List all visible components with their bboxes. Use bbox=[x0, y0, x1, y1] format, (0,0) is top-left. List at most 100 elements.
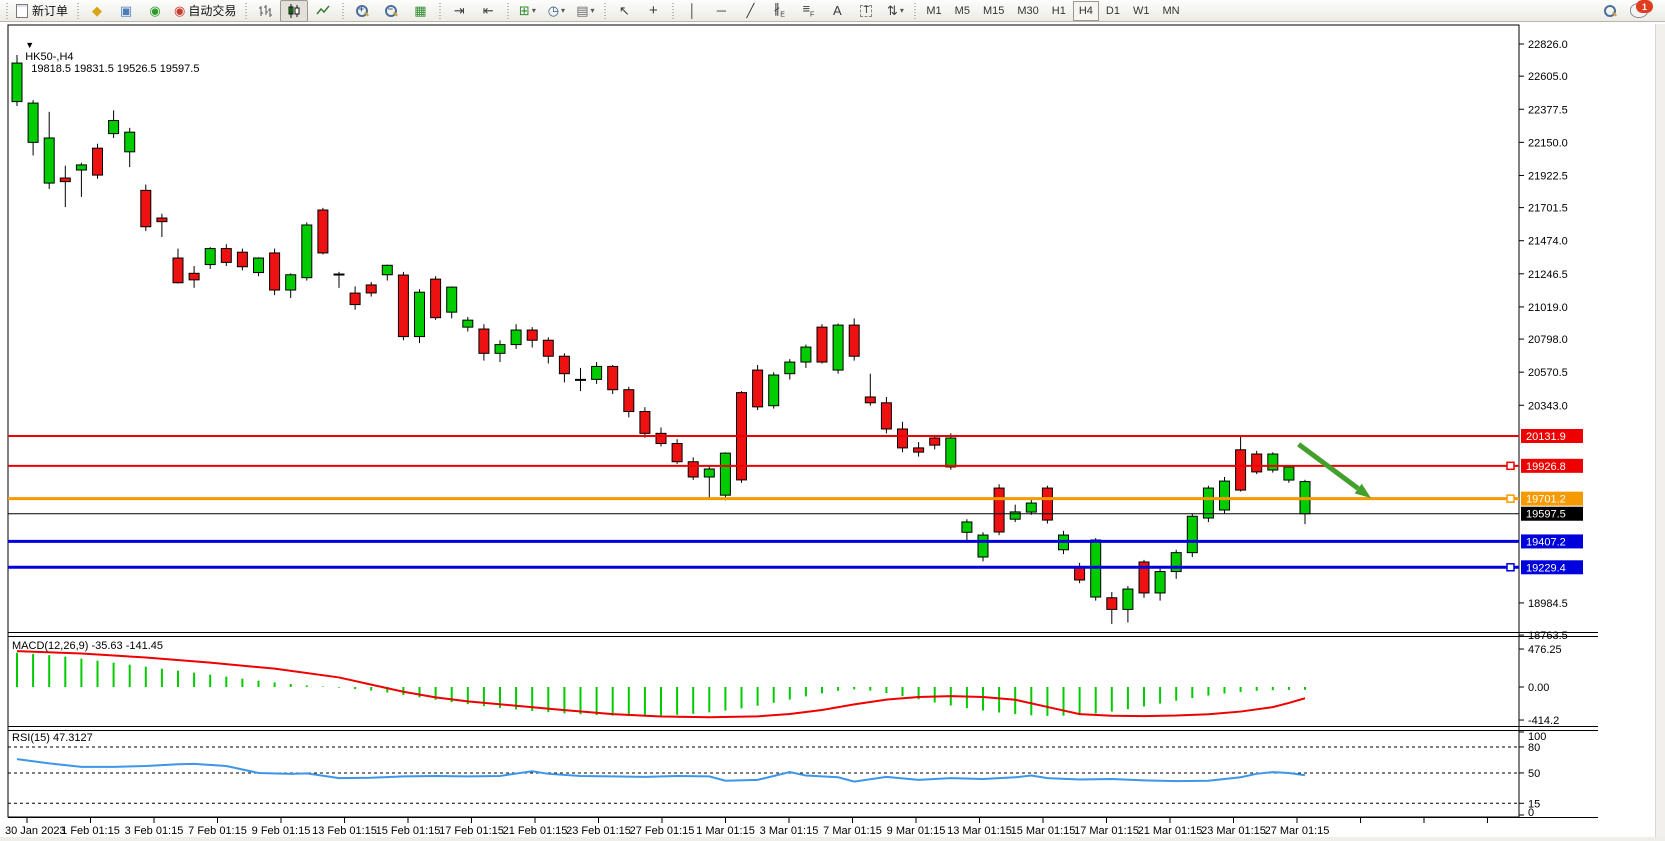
rsi-scale-label: 0 bbox=[1528, 807, 1534, 819]
candle-body bbox=[623, 389, 635, 413]
candle-body bbox=[414, 291, 425, 338]
time-tick-label: 30 Jan 2023 bbox=[5, 825, 66, 837]
toolbar-grip[interactable] bbox=[602, 2, 608, 19]
tile-windows-icon: ▦ bbox=[414, 3, 427, 18]
periods-button[interactable]: ◷ ▾ bbox=[542, 0, 570, 22]
candle-body bbox=[929, 437, 941, 446]
new-order-button[interactable]: 新订单 bbox=[12, 0, 72, 22]
cursor-button[interactable]: ↖ bbox=[610, 0, 638, 22]
chart-shift-button[interactable]: ⇥ bbox=[445, 0, 473, 22]
templates-button[interactable]: ▤ ▾ bbox=[571, 0, 599, 22]
collapse-arrow-icon[interactable]: ▼ bbox=[25, 40, 35, 50]
candle-body bbox=[1122, 588, 1134, 610]
auto-scroll-icon: ⇤ bbox=[482, 3, 494, 18]
toolbar: 新订单 ◆ ▣ ◉ ◉ 自动交易 + − ▦ ⇥ ⇤ ⊞ ▾ ◷ ▾ bbox=[0, 0, 1665, 22]
candlestick-chart-button[interactable] bbox=[280, 0, 309, 22]
window-scrollbar[interactable] bbox=[1655, 24, 1665, 841]
trendline-button[interactable]: ╱ bbox=[736, 0, 764, 22]
price-tick-label: 21246.5 bbox=[1528, 269, 1568, 281]
indicators-button[interactable]: ⊞ ▾ bbox=[513, 0, 541, 22]
bar-chart-icon bbox=[259, 4, 273, 17]
line-handle[interactable] bbox=[1506, 494, 1515, 503]
sonar-button[interactable]: ◉ bbox=[141, 0, 169, 22]
toolbar-grip[interactable] bbox=[4, 2, 9, 19]
macd-scale-label: 476.25 bbox=[1528, 644, 1562, 656]
timeframe-m5[interactable]: M5 bbox=[954, 4, 970, 17]
text-label-button[interactable]: T bbox=[852, 0, 880, 22]
toolbar-grip[interactable] bbox=[340, 2, 346, 19]
timeframe-mn[interactable]: MN bbox=[1162, 4, 1180, 17]
auto-scroll-button[interactable]: ⇤ bbox=[474, 0, 502, 22]
candle-body bbox=[1138, 561, 1150, 594]
toolbar-grip[interactable] bbox=[75, 2, 81, 19]
fibonacci-button[interactable]: ≡F bbox=[794, 0, 822, 22]
vertical-line-button[interactable]: │ bbox=[678, 0, 706, 22]
candle-body bbox=[784, 361, 796, 375]
candle-body bbox=[43, 137, 55, 184]
horizontal-line-button[interactable]: ─ bbox=[707, 0, 735, 22]
equidistant-channel-icon: ∦E bbox=[773, 1, 785, 19]
sonar-icon: ◉ bbox=[149, 3, 161, 18]
rsi-label: RSI(15) 47.3127 bbox=[12, 732, 93, 744]
zoom-out-button[interactable]: − bbox=[377, 0, 405, 22]
candle-body bbox=[204, 248, 216, 266]
equidistant-channel-button[interactable]: ∦E bbox=[765, 0, 793, 22]
price-tag bbox=[1521, 534, 1583, 549]
periods-icon: ◷ bbox=[547, 3, 560, 18]
candle-body bbox=[494, 344, 506, 354]
timeframe-h4[interactable]: H4 bbox=[1072, 0, 1099, 21]
search-button[interactable] bbox=[1596, 0, 1624, 22]
annotation-arrow-head[interactable] bbox=[1354, 483, 1372, 499]
candle-body bbox=[880, 402, 892, 430]
timeframe-m1[interactable]: M1 bbox=[926, 4, 942, 17]
candle-body bbox=[253, 257, 264, 274]
zoom-in-button[interactable]: + bbox=[348, 0, 376, 22]
candle-body bbox=[655, 432, 667, 445]
candle-body bbox=[75, 164, 87, 171]
price-tick-label: 21019.0 bbox=[1528, 302, 1568, 314]
auto-trading-label: 自动交易 bbox=[188, 4, 237, 18]
candle-body bbox=[108, 120, 120, 135]
crosshair-button[interactable]: + bbox=[639, 0, 667, 22]
bar-chart-button[interactable] bbox=[251, 0, 279, 22]
line-chart-button[interactable] bbox=[309, 0, 337, 22]
line-handle[interactable] bbox=[1506, 563, 1515, 572]
arrows-button[interactable]: ⇅ ▾ bbox=[881, 0, 909, 22]
toolbar-grip[interactable] bbox=[912, 2, 918, 19]
time-tick-label: 13 Feb 01:15 bbox=[312, 825, 377, 837]
candle-body bbox=[848, 324, 860, 357]
time-tick-label: 9 Mar 01:15 bbox=[887, 825, 946, 837]
chart-ohlc: 19818.5 19831.5 19526.5 19597.5 bbox=[31, 63, 200, 75]
tile-windows-button[interactable]: ▦ bbox=[406, 0, 434, 22]
line-handle[interactable] bbox=[1506, 461, 1515, 471]
notifications-button[interactable]: 1 bbox=[1625, 0, 1653, 22]
toolbar-grip[interactable] bbox=[437, 2, 443, 19]
timeframe-m30[interactable]: M30 bbox=[1017, 4, 1039, 17]
candle-body bbox=[1025, 502, 1037, 513]
toolbar-grip[interactable] bbox=[243, 2, 249, 19]
data-window-button[interactable]: ▣ bbox=[112, 0, 140, 22]
toolbar-grip[interactable] bbox=[505, 2, 511, 19]
plot-frame bbox=[7, 24, 1520, 818]
candle-body bbox=[59, 177, 71, 183]
time-tick-label: 27 Mar 01:15 bbox=[1265, 825, 1330, 837]
text-button[interactable]: A bbox=[823, 0, 851, 22]
timeframe-m15[interactable]: M15 bbox=[982, 4, 1005, 17]
auto-trading-button[interactable]: ◉ 自动交易 bbox=[170, 0, 240, 22]
candle-body bbox=[27, 102, 39, 143]
candle-body bbox=[381, 264, 393, 276]
timeframe-w1[interactable]: W1 bbox=[1132, 4, 1150, 17]
toolbar-grip[interactable] bbox=[670, 2, 676, 19]
price-tick-label: 20570.5 bbox=[1528, 367, 1568, 379]
time-tick-label: 13 Mar 01:15 bbox=[947, 825, 1012, 837]
candle-body bbox=[1154, 571, 1166, 594]
candle-body bbox=[703, 468, 715, 478]
annotation-arrow[interactable] bbox=[1297, 442, 1360, 491]
market-watch-button[interactable]: ◆ bbox=[83, 0, 111, 22]
candle-body bbox=[607, 365, 619, 391]
timeframe-d1[interactable]: D1 bbox=[1105, 4, 1120, 17]
time-tick-label: 3 Feb 01:15 bbox=[125, 825, 184, 837]
timeframe-h1[interactable]: H1 bbox=[1051, 4, 1066, 17]
